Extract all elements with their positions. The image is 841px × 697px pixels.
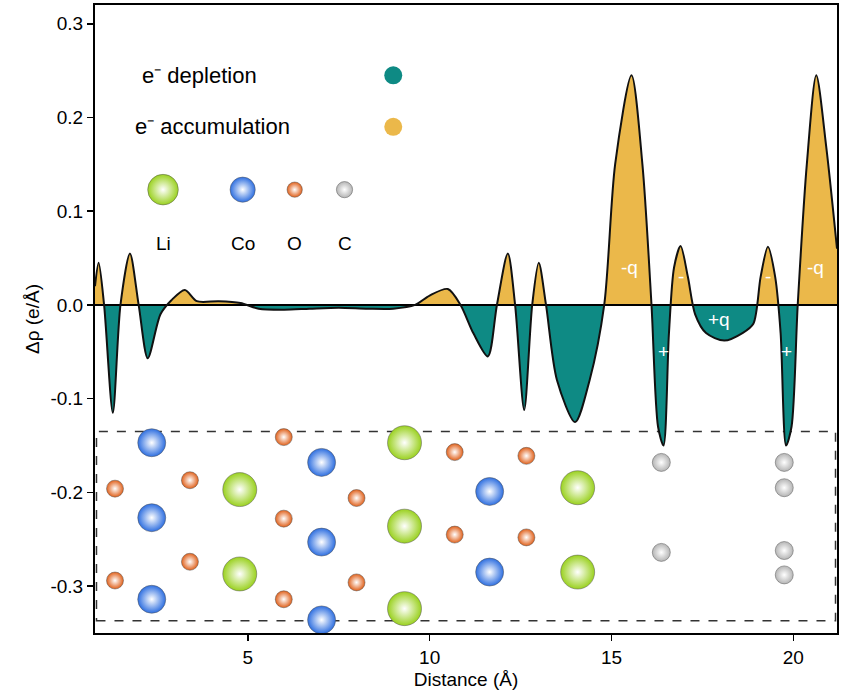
svg-text:-0.3: -0.3 — [50, 576, 83, 597]
svg-text:-0.2: -0.2 — [50, 482, 83, 503]
svg-text:10: 10 — [419, 647, 440, 668]
svg-text:e⁻ accumulation: e⁻ accumulation — [135, 114, 290, 139]
svg-text:0.0: 0.0 — [57, 295, 83, 316]
svg-text:Li: Li — [156, 233, 171, 254]
svg-text:-q: -q — [621, 257, 638, 278]
svg-text:e⁻ depletion: e⁻ depletion — [142, 63, 257, 88]
svg-text:0.2: 0.2 — [57, 107, 83, 128]
svg-text:Δρ (e/Å): Δρ (e/Å) — [22, 284, 43, 354]
svg-text:0.3: 0.3 — [57, 13, 83, 34]
svg-text:Co: Co — [231, 233, 255, 254]
svg-text:-: - — [765, 266, 771, 287]
svg-text:20: 20 — [783, 647, 804, 668]
svg-text:+q: +q — [708, 309, 730, 330]
svg-text:C: C — [338, 233, 352, 254]
svg-text:+: + — [781, 341, 792, 362]
svg-text:5: 5 — [242, 647, 253, 668]
svg-text:-: - — [678, 266, 684, 287]
svg-text:-0.1: -0.1 — [50, 388, 83, 409]
svg-text:15: 15 — [601, 647, 622, 668]
svg-text:O: O — [287, 233, 302, 254]
svg-text:Distance (Å): Distance (Å) — [414, 669, 519, 690]
svg-text:-q: -q — [807, 257, 824, 278]
svg-text:+: + — [658, 341, 669, 362]
svg-text:0.1: 0.1 — [57, 201, 83, 222]
